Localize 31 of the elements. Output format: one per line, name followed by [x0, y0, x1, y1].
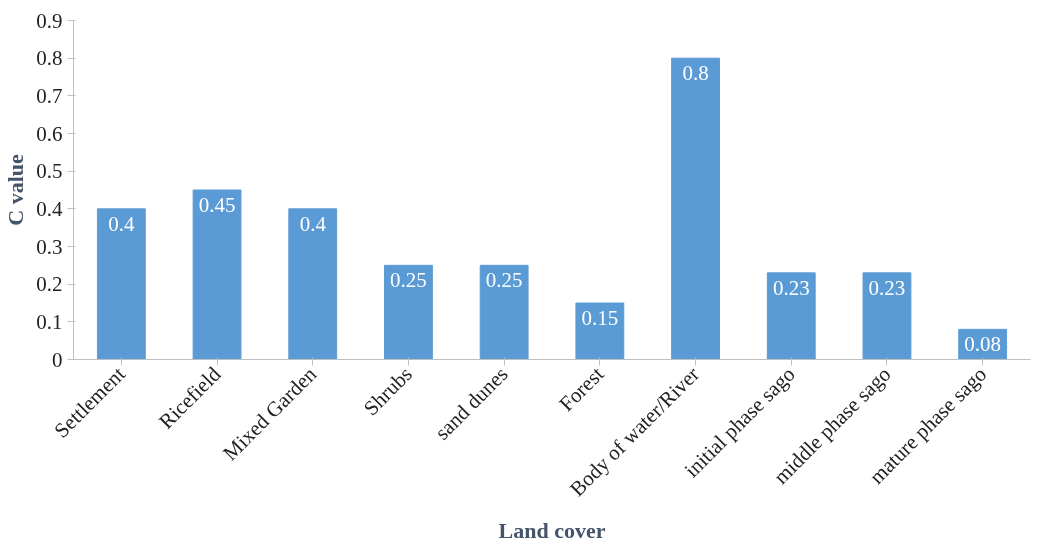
bar — [575, 302, 625, 360]
y-tick-label: 0.1 — [36, 309, 63, 334]
data-label: 0.15 — [581, 306, 619, 330]
y-tick-label: 0.6 — [36, 121, 63, 146]
data-label: 0.23 — [772, 275, 810, 300]
y-tick-label: 0.8 — [36, 46, 63, 71]
bar — [96, 208, 146, 360]
x-axis-title: Land cover — [498, 517, 606, 543]
y-tick-label: 0.4 — [36, 196, 63, 221]
y-tick-label: 0.2 — [36, 272, 63, 297]
bar — [766, 272, 816, 360]
data-label: 0.08 — [964, 332, 1002, 357]
bar — [192, 189, 242, 360]
data-label: 0.25 — [485, 268, 523, 293]
data-label: 0.4 — [299, 211, 327, 236]
bar — [671, 57, 720, 360]
data-label: 0.4 — [108, 211, 135, 236]
y-tick-label: 0.5 — [36, 159, 63, 184]
data-label: 0.25 — [390, 268, 427, 293]
data-label: 0.23 — [868, 275, 906, 300]
y-tick-label: 0.3 — [36, 234, 63, 259]
data-label: 0.8 — [682, 61, 709, 86]
bar — [288, 208, 338, 360]
y-tick-label: 0 — [52, 347, 63, 372]
y-tick-label: 0.7 — [36, 83, 63, 108]
bar — [479, 264, 529, 360]
bar — [862, 272, 912, 360]
y-tick-label: 0.9 — [36, 8, 63, 33]
bar — [384, 264, 433, 360]
data-label: 0.45 — [198, 193, 236, 217]
y-axis-title: C value — [3, 154, 29, 226]
